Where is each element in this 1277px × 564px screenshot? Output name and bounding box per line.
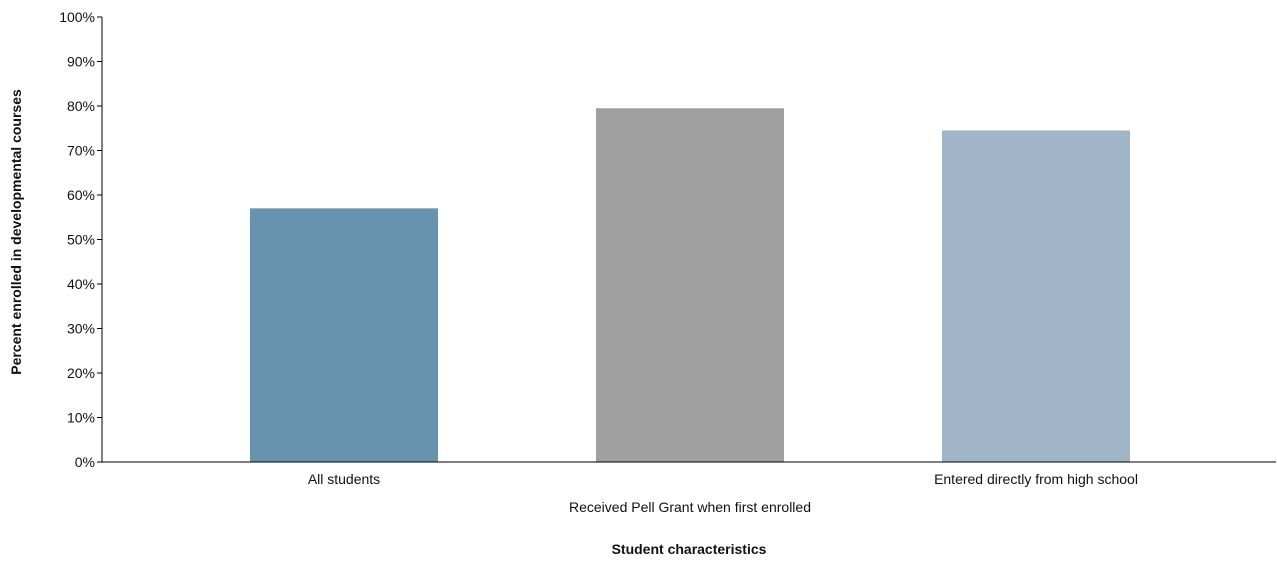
x-category-label: All students xyxy=(308,471,380,487)
y-axis-ticks: 0% 10% 20% 30% 40% 50% 60% 70% 80% 90% 100% xyxy=(59,9,102,470)
y-tick-label: 80% xyxy=(67,98,95,114)
bar-2 xyxy=(596,108,784,462)
y-tick-label: 10% xyxy=(67,410,95,426)
y-tick-label: 40% xyxy=(67,276,95,292)
x-category-label: Received Pell Grant when first enrolled xyxy=(569,499,811,515)
y-axis-title: Percent enrolled in developmental course… xyxy=(8,89,24,375)
y-tick-label: 90% xyxy=(67,54,95,70)
x-category-label: Entered directly from high school xyxy=(934,471,1138,487)
y-tick-label: 20% xyxy=(67,365,95,381)
y-tick-label: 60% xyxy=(67,187,95,203)
x-axis-title: Student characteristics xyxy=(612,541,767,557)
bar-1 xyxy=(250,208,438,462)
y-tick-label: 100% xyxy=(59,9,95,25)
y-tick-label: 30% xyxy=(67,321,95,337)
bars xyxy=(250,108,1130,462)
y-tick-label: 70% xyxy=(67,143,95,159)
y-tick-label: 0% xyxy=(75,454,95,470)
bar-3 xyxy=(942,130,1130,462)
y-tick-label: 50% xyxy=(67,232,95,248)
x-axis-category-labels: All students Received Pell Grant when fir… xyxy=(308,471,1138,515)
